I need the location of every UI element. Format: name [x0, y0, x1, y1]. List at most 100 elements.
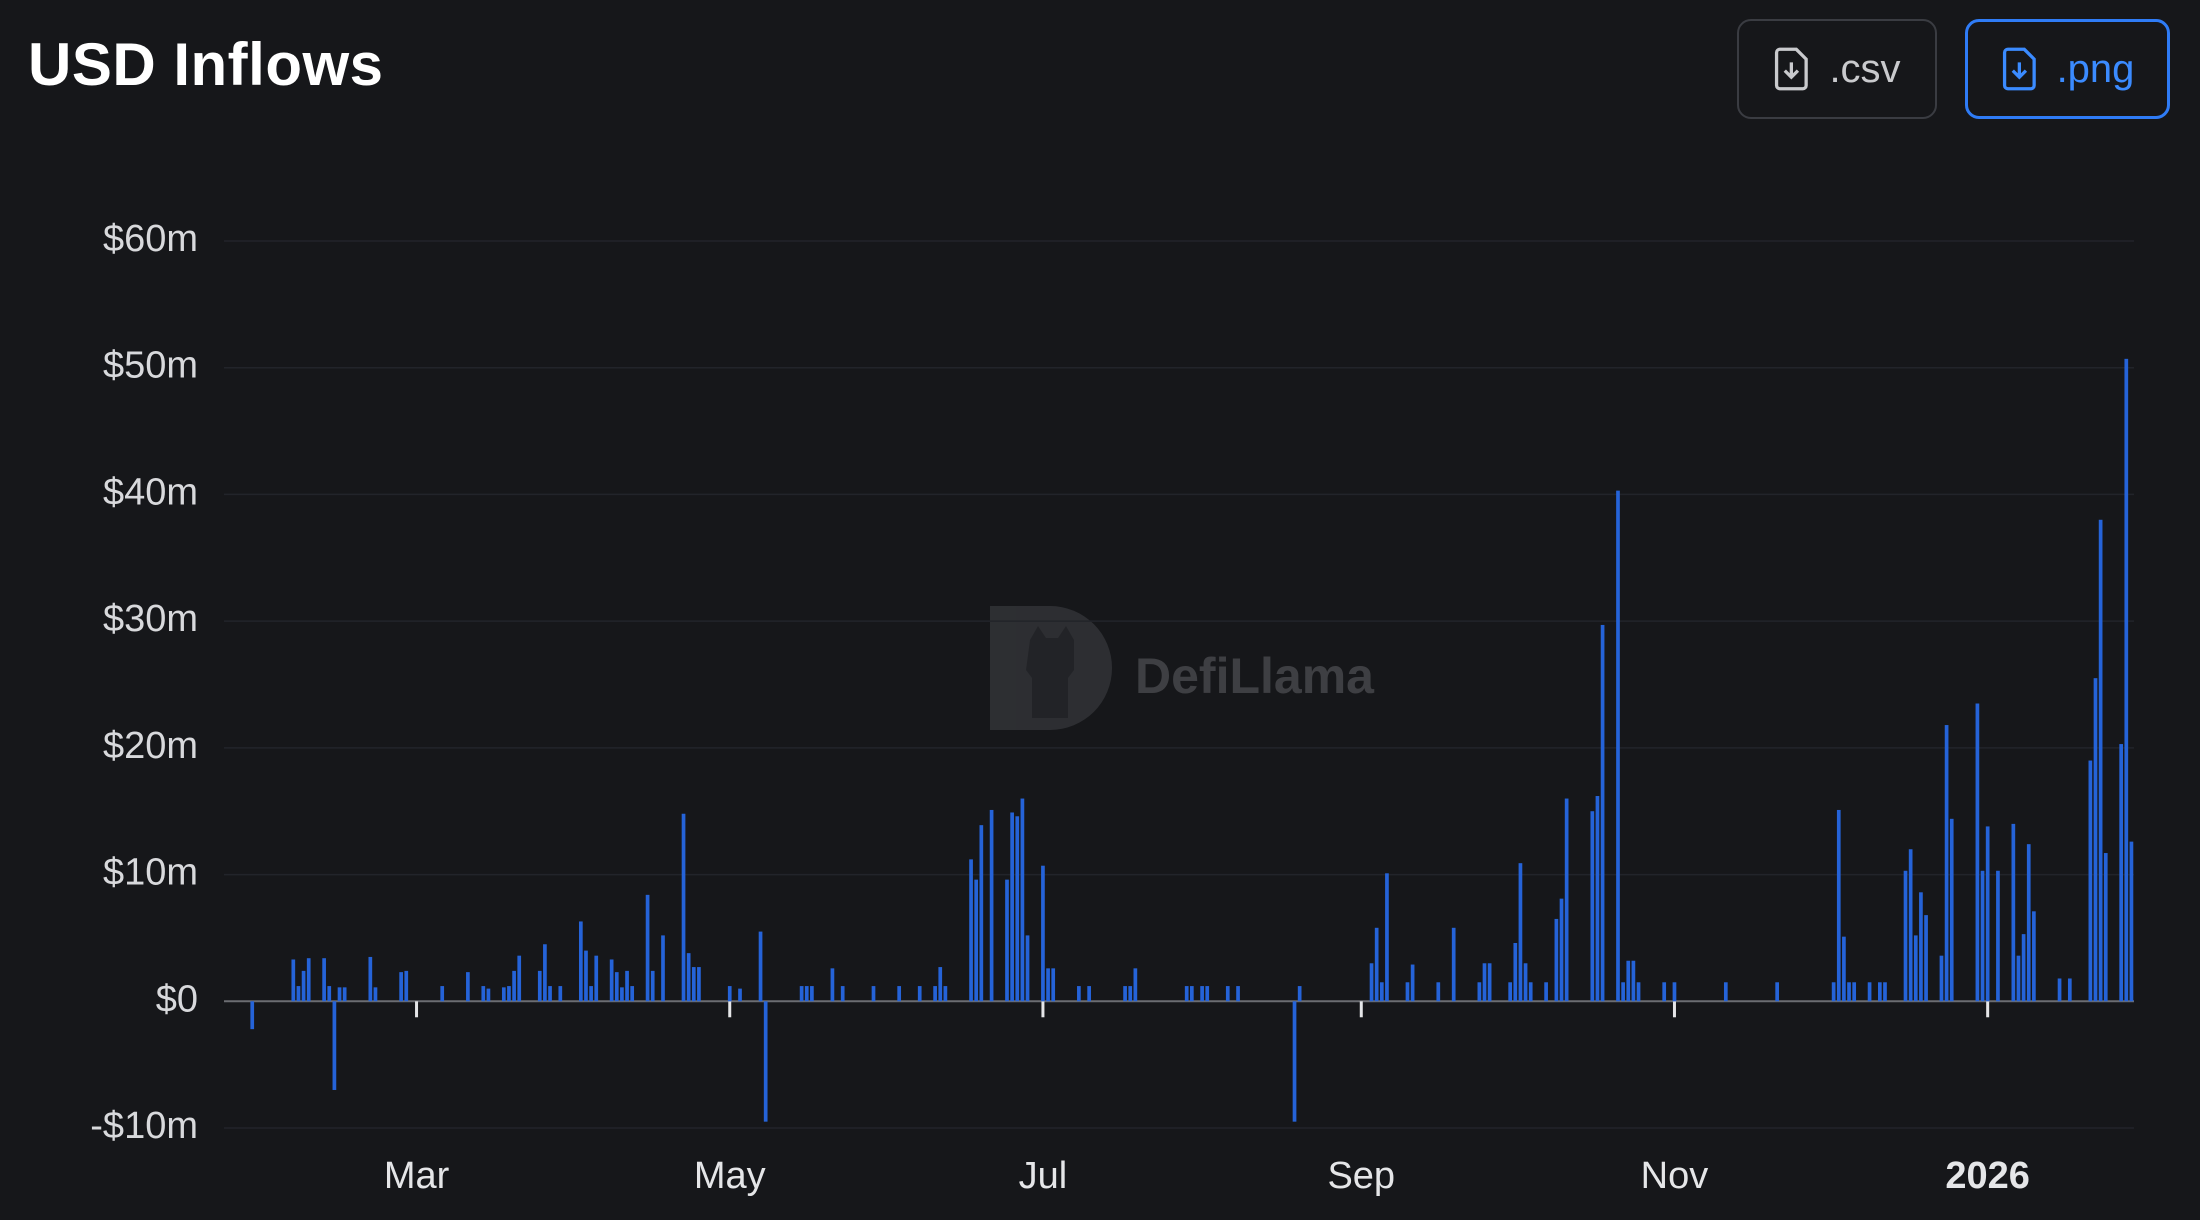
- bar: [1523, 963, 1528, 1002]
- bar: [609, 959, 614, 1002]
- bar: [1374, 927, 1379, 1002]
- bar: [2016, 955, 2021, 1002]
- bar: [1528, 982, 1533, 1002]
- bar: [691, 967, 696, 1002]
- bar: [1913, 935, 1918, 1002]
- y-tick-label: -$10m: [90, 1105, 198, 1147]
- bar: [1225, 986, 1230, 1002]
- bar: [1477, 982, 1482, 1002]
- bar: [250, 1001, 255, 1030]
- bar: [1723, 982, 1728, 1002]
- bar: [625, 970, 629, 1002]
- y-tick-label: $0: [156, 978, 198, 1020]
- x-tick-label: 2026: [1945, 1155, 2030, 1197]
- bar: [917, 986, 922, 1002]
- bar: [1487, 963, 1492, 1002]
- bar: [440, 986, 445, 1002]
- bar: [897, 986, 902, 1002]
- bar: [1436, 982, 1441, 1002]
- bar: [1559, 898, 1564, 1002]
- bar: [1985, 826, 1990, 1002]
- bar: [558, 986, 563, 1002]
- bar: [1385, 873, 1389, 1002]
- bar: [589, 986, 593, 1002]
- bar: [1924, 915, 1928, 1002]
- x-tick-label: Sep: [1327, 1155, 1395, 1197]
- download-csv-button[interactable]: .csv: [1737, 19, 1937, 119]
- bar: [1616, 490, 1620, 1002]
- bar: [1200, 986, 1204, 1002]
- bar: [1051, 968, 1056, 1002]
- bar: [650, 970, 655, 1002]
- watermark-text: DefiLlama: [1135, 648, 1375, 704]
- bar: [1369, 963, 1374, 1002]
- bar: [614, 972, 619, 1002]
- bar: [1508, 982, 1513, 1002]
- bar: [1847, 982, 1851, 1002]
- x-tick-label: Nov: [1641, 1155, 1709, 1197]
- bar: [507, 986, 511, 1002]
- download-png-button[interactable]: .png: [1965, 19, 2170, 119]
- bar: [517, 955, 522, 1002]
- bar: [1636, 982, 1641, 1002]
- button-label: .csv: [1829, 46, 1901, 91]
- bar: [979, 825, 984, 1002]
- bar: [1205, 986, 1210, 1002]
- bar: [481, 986, 486, 1002]
- x-tick-label: May: [694, 1155, 766, 1197]
- bar: [342, 987, 347, 1002]
- bar: [1544, 982, 1548, 1002]
- bar: [399, 972, 403, 1002]
- bar: [296, 986, 301, 1002]
- bar: [466, 972, 470, 1002]
- bar: [645, 894, 650, 1002]
- x-tick-label: Jul: [1019, 1155, 1068, 1197]
- bar: [2032, 911, 2036, 1002]
- bar: [763, 1001, 768, 1122]
- bar: [373, 987, 378, 1002]
- bar: [1482, 963, 1487, 1002]
- bar: [1662, 982, 1667, 1002]
- bar: [1451, 927, 1456, 1002]
- bar: [804, 986, 809, 1002]
- bar: [1996, 870, 2000, 1002]
- bar: [1631, 960, 1636, 1002]
- bar: [486, 988, 491, 1002]
- bar: [840, 986, 845, 1002]
- bar: [2119, 744, 2124, 1002]
- bar: [727, 986, 732, 1002]
- bar: [989, 809, 994, 1002]
- y-tick-label: $50m: [103, 345, 198, 387]
- bar: [1292, 1001, 1297, 1122]
- bar: [1939, 955, 1944, 1002]
- bar: [512, 970, 516, 1002]
- bar: [1836, 809, 1841, 1002]
- button-label: .png: [2056, 46, 2135, 91]
- bar: [1184, 986, 1189, 1002]
- bar: [1010, 812, 1014, 1002]
- bar: [2021, 934, 2026, 1002]
- bar: [1405, 982, 1410, 1002]
- bar: [1877, 982, 1882, 1002]
- bar: [933, 986, 937, 1002]
- bar: [1133, 968, 1138, 1002]
- file-icon: [2002, 47, 2036, 91]
- bar: [1077, 986, 1081, 1002]
- bar: [697, 967, 701, 1002]
- bar: [681, 813, 686, 1002]
- bar: [548, 986, 552, 1002]
- bar: [537, 970, 542, 1002]
- bar: [1919, 892, 1923, 1002]
- bar: [337, 987, 342, 1002]
- bar: [1590, 811, 1595, 1002]
- bar: [969, 859, 973, 1002]
- bar: [1189, 986, 1194, 1002]
- bar: [2011, 823, 2016, 1002]
- bar: [578, 921, 583, 1002]
- bar: [1672, 982, 1677, 1002]
- bar: [322, 958, 326, 1002]
- watermark: DefiLlama: [990, 606, 1375, 730]
- bar: [758, 931, 763, 1002]
